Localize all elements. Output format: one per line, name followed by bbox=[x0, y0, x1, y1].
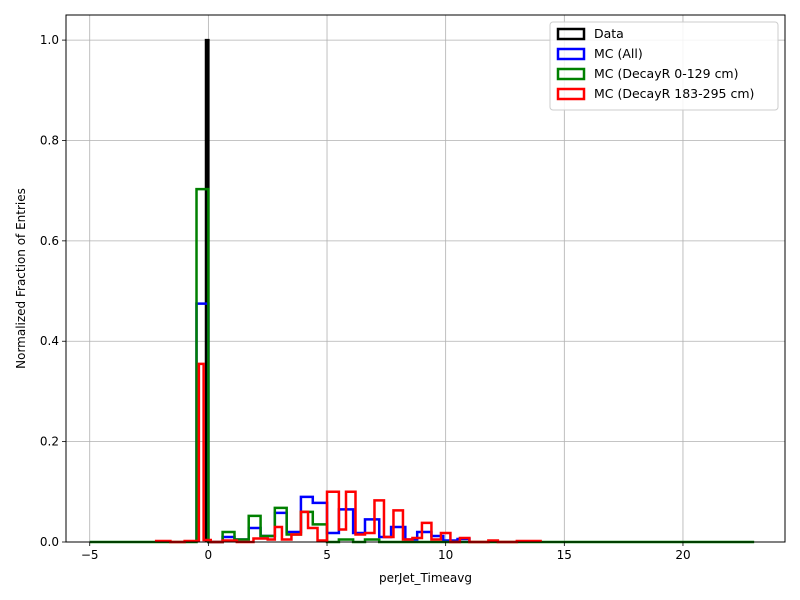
y-tick-label: 0.2 bbox=[40, 435, 59, 449]
x-tick-label: 5 bbox=[323, 548, 331, 562]
series-step-3 bbox=[154, 362, 542, 544]
x-axis-ticks: −5 0 5 10 15 20 bbox=[81, 542, 691, 562]
y-tick-label: 0.6 bbox=[40, 234, 59, 248]
x-tick-label: 10 bbox=[438, 548, 453, 562]
y-tick-label: 0.0 bbox=[40, 535, 59, 549]
legend-label: MC (All) bbox=[594, 46, 643, 61]
legend-swatch bbox=[556, 67, 586, 81]
legend-swatch bbox=[556, 87, 586, 101]
y-tick-label: 0.8 bbox=[40, 133, 59, 147]
legend-swatch bbox=[556, 47, 586, 61]
legend: Data MC (All) MC (DecayR 0-129 cm) MC (Deca… bbox=[549, 21, 779, 111]
x-axis-label: perJet_Timeavg bbox=[379, 571, 472, 585]
y-axis-ticks: 0.0 0.2 0.4 0.6 0.8 1.0 bbox=[40, 33, 66, 549]
x-tick-label: −5 bbox=[81, 548, 99, 562]
y-axis-label: Normalized Fraction of Entries bbox=[14, 188, 28, 369]
x-tick-label: 20 bbox=[675, 548, 690, 562]
legend-box bbox=[549, 21, 779, 111]
legend-swatch bbox=[556, 27, 586, 41]
plot-frame bbox=[65, 14, 786, 543]
series-step-1 bbox=[195, 302, 471, 544]
x-tick-label: 15 bbox=[557, 548, 572, 562]
x-tick-label: 0 bbox=[205, 548, 213, 562]
series-step-2 bbox=[89, 187, 755, 544]
legend-label: MC (DecayR 183-295 cm) bbox=[594, 86, 754, 101]
series-layer bbox=[89, 38, 755, 544]
y-tick-label: 0.4 bbox=[40, 334, 59, 348]
y-tick-label: 1.0 bbox=[40, 33, 59, 47]
legend-label: MC (DecayR 0-129 cm) bbox=[594, 66, 739, 81]
legend-label: Data bbox=[594, 26, 624, 41]
